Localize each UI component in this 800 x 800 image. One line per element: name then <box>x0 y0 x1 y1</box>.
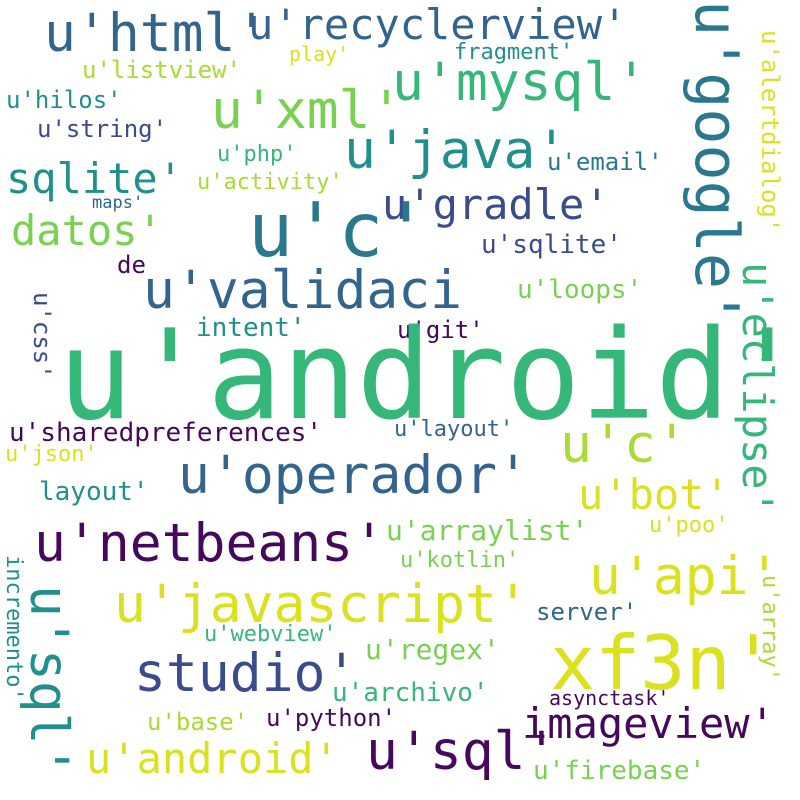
word-loops: u'loops' <box>517 275 643 305</box>
word-string: u'string' <box>37 115 168 143</box>
word-sqlite-u: u'sqlite' <box>481 230 622 260</box>
word-git: u'git' <box>397 316 484 344</box>
word-google: u'google' <box>681 0 751 326</box>
word-firebase: u'firebase' <box>533 756 706 786</box>
word-intent: intent' <box>196 313 306 343</box>
word-fragment: fragment' <box>454 40 574 65</box>
word-python: u'python' <box>266 704 397 732</box>
word-eclipse: u'eclipse' <box>733 262 782 515</box>
word-webview: u'webview' <box>204 622 337 647</box>
word-email: u'email' <box>547 148 663 176</box>
word-array: u'array' <box>757 575 782 681</box>
word-base: u'base' <box>147 708 249 736</box>
word-operador: u'operador' <box>178 445 529 506</box>
word-api: u'api' <box>589 546 781 607</box>
word-recyclerview: u'recyclerview' <box>248 0 628 49</box>
word-sqlite-quote: sqlite' <box>6 154 184 203</box>
word-studio: studio' <box>134 643 358 704</box>
word-gradle: u'gradle' <box>382 180 610 229</box>
word-sharedpreferences: u'sharedpreferences' <box>9 418 323 448</box>
word-xf3n: xf3n' <box>550 619 776 707</box>
word-activity: u'activity' <box>197 170 343 195</box>
word-layout-u: u'layout' <box>394 417 514 442</box>
word-asynctask: asynctask' <box>549 686 670 710</box>
word-c-large: u'c' <box>248 186 429 274</box>
word-html: u'html' <box>44 3 268 64</box>
word-sql-horizontal: u'sql' <box>366 721 558 782</box>
word-hilos: u'hilos' <box>6 86 122 114</box>
word-regex: u'regex' <box>365 633 500 666</box>
word-maps: maps' <box>92 193 144 213</box>
word-archivo: u'archivo' <box>332 678 489 708</box>
word-android-small: u'android' <box>86 734 339 783</box>
word-alertdialog: u'alertdialog' <box>756 30 784 233</box>
word-sql-vertical: u'sql' <box>18 585 79 777</box>
word-json: u'json' <box>5 442 98 467</box>
word-kotlin: u'kotlin' <box>400 548 520 573</box>
word-play: play' <box>289 42 350 66</box>
word-netbeans: u'netbeans' <box>34 513 385 574</box>
word-css: u'css' <box>28 292 56 379</box>
word-imageview: imageview' <box>522 699 775 748</box>
word-arraylist: u'arraylist' <box>386 514 589 547</box>
word-mysql: u'mysql' <box>392 52 648 113</box>
word-de: de <box>117 251 146 279</box>
word-validaci: u'validaci <box>143 260 463 321</box>
word-bot: u'bot' <box>578 470 730 519</box>
word-xml: u'xml' <box>211 80 403 141</box>
word-server: server' <box>536 598 638 626</box>
word-php: u'php' <box>217 142 297 167</box>
word-java: u'java' <box>344 120 568 181</box>
word-listview: u'listview' <box>82 56 241 84</box>
word-incremento: incremento' <box>1 555 26 701</box>
word-datos: datos' <box>11 206 163 255</box>
word-android-large: u'android' <box>58 304 800 448</box>
word-c-mid: u'c' <box>560 414 688 475</box>
word-layout-quote: layout' <box>39 477 149 507</box>
word-poo: u'poo' <box>649 513 729 538</box>
word-javascript: u'javascript' <box>114 574 529 635</box>
